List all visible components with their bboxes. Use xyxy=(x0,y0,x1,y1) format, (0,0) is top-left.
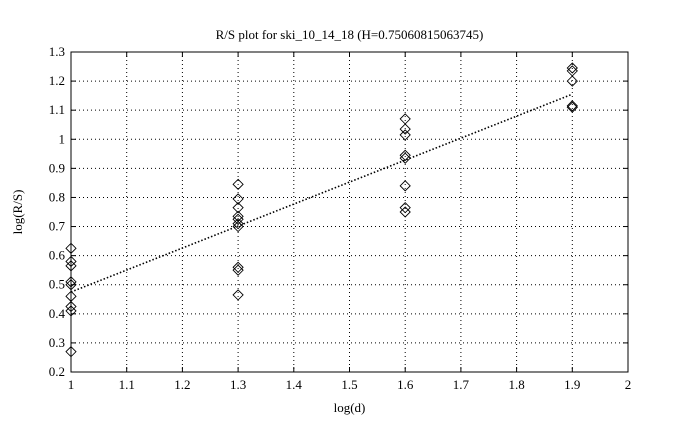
data-point-diamond xyxy=(232,193,244,205)
data-point-diamond xyxy=(566,65,578,77)
data-point-diamond xyxy=(399,123,411,135)
y-tick-label: 0.7 xyxy=(49,219,66,234)
x-axis-label: log(d) xyxy=(334,400,366,415)
x-tick-label: 1.4 xyxy=(286,377,303,392)
y-tick-label: 1.3 xyxy=(49,44,65,59)
data-point-diamond xyxy=(65,260,77,272)
data-point-diamond xyxy=(232,289,244,301)
y-tick-label: 1.1 xyxy=(49,102,65,117)
data-point-diamond xyxy=(399,201,411,214)
y-tick-label: 0.9 xyxy=(49,160,65,175)
x-tick-label: 1.5 xyxy=(341,377,357,392)
chart-title: R/S plot for ski_10_14_18 (H=0.750608150… xyxy=(216,27,484,42)
data-point-diamond xyxy=(399,129,411,141)
x-tick-label: 1.8 xyxy=(508,377,524,392)
y-tick-label: 0.4 xyxy=(49,306,66,321)
data-point-diamond xyxy=(65,279,77,291)
data-point-diamond xyxy=(399,206,411,218)
data-point-diamond xyxy=(399,149,411,161)
data-point-diamond xyxy=(399,180,411,192)
x-tick-label: 1.7 xyxy=(453,377,470,392)
data-point-diamond xyxy=(232,217,244,230)
data-points xyxy=(65,62,578,358)
y-tick-label: 0.6 xyxy=(49,248,66,263)
x-tick-label: 1.6 xyxy=(397,377,414,392)
fit-line xyxy=(70,93,573,293)
data-point-diamond xyxy=(399,152,411,164)
y-tick-label: 0.5 xyxy=(49,277,65,292)
data-point-diamond xyxy=(566,100,578,112)
fit-line-segment xyxy=(70,93,573,293)
data-point-diamond xyxy=(566,62,578,74)
x-tick-label: 1.3 xyxy=(230,377,246,392)
x-tick-label: 1 xyxy=(68,377,75,392)
data-point-diamond xyxy=(232,178,244,191)
data-point-diamond xyxy=(232,261,244,273)
y-tick-label: 0.8 xyxy=(49,189,65,204)
y-tick-label: 0.2 xyxy=(49,364,65,379)
grid-lines xyxy=(71,52,628,372)
y-axis-label: log(R/S) xyxy=(10,190,25,235)
x-tick-labels: 1 1.1 1.2 1.3 1.4 1.5 1.6 1.7 1.8 1.9 2 xyxy=(68,377,632,392)
y-tick-label: 1.2 xyxy=(49,73,65,88)
y-tick-label: 1 xyxy=(59,131,66,146)
x-tick-label: 2 xyxy=(625,377,632,392)
x-tick-label: 1.2 xyxy=(174,377,190,392)
data-point-diamond xyxy=(65,345,77,358)
y-tick-labels: 0.2 0.3 0.4 0.5 0.6 0.7 0.8 0.9 1 1.1 1.2 1.3 xyxy=(49,44,66,379)
data-point-diamond xyxy=(232,220,244,233)
data-point-diamond xyxy=(232,201,244,214)
y-tick-label: 0.3 xyxy=(49,335,65,350)
data-point-diamond xyxy=(65,276,77,288)
data-point-diamond xyxy=(399,113,411,125)
data-point-diamond xyxy=(232,213,244,225)
x-tick-label: 1.1 xyxy=(119,377,135,392)
data-point-diamond xyxy=(65,242,77,255)
data-point-diamond xyxy=(65,300,77,313)
data-point-diamond xyxy=(65,305,77,317)
axis-ticks xyxy=(70,51,629,373)
data-point-diamond xyxy=(232,264,244,276)
data-point-diamond xyxy=(566,101,578,113)
data-point-diamond xyxy=(566,75,578,87)
x-tick-label: 1.9 xyxy=(564,377,580,392)
data-point-diamond xyxy=(65,255,77,268)
